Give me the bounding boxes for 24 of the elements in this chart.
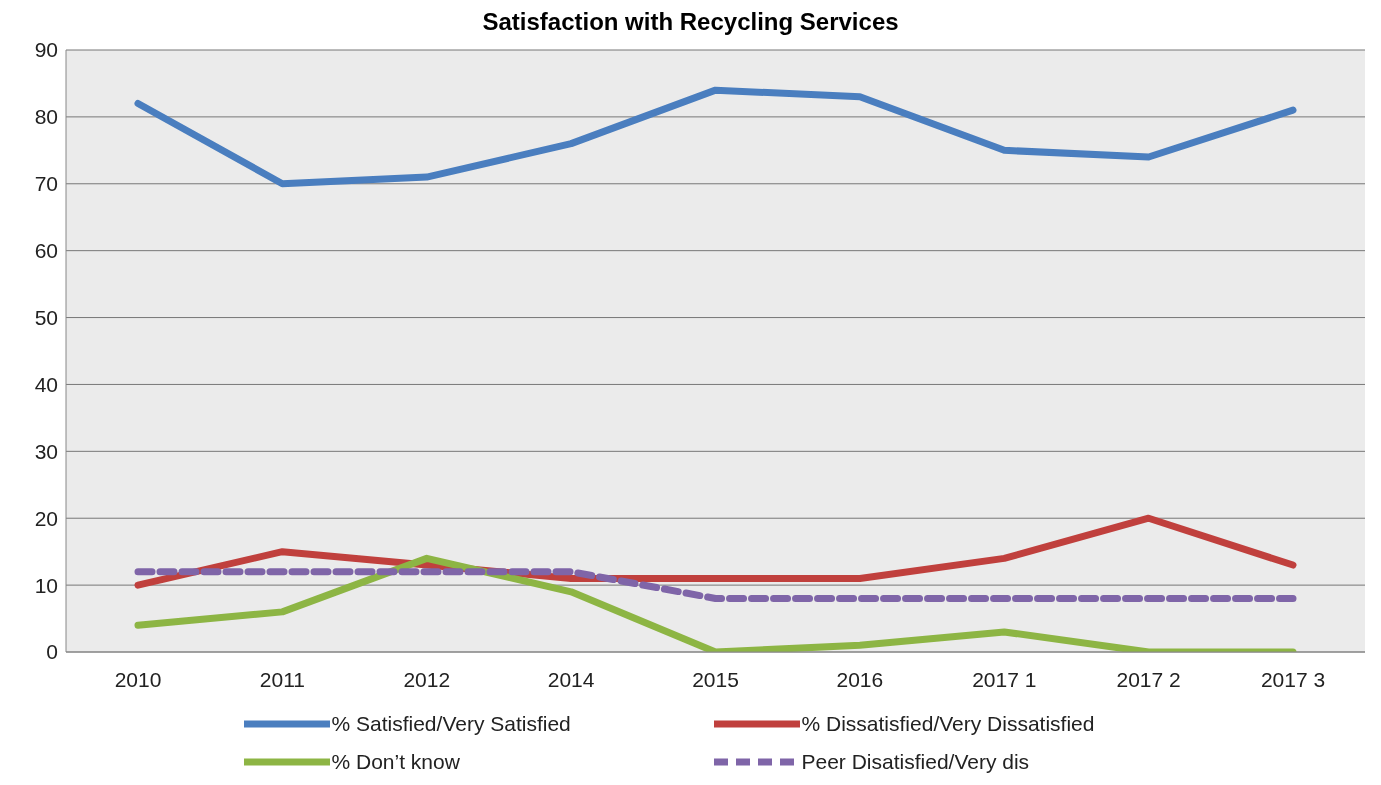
x-tick-label: 2017 3 — [1260, 667, 1326, 691]
y-tick-label: 70 — [34, 172, 58, 196]
y-tick-label: 80 — [34, 105, 58, 129]
y-tick-label: 10 — [34, 573, 58, 597]
x-tick-label: 2014 — [547, 667, 595, 691]
legend-label: % Don’t know — [331, 750, 460, 774]
x-tick-label: 2011 — [259, 667, 305, 691]
y-tick-label: 20 — [34, 506, 58, 530]
x-tick-label: 2010 — [114, 667, 162, 691]
y-tick-label: 0 — [46, 640, 58, 664]
x-tick-label: 2012 — [403, 667, 451, 691]
y-tick-label: 90 — [34, 38, 58, 62]
y-tick-label: 50 — [34, 306, 58, 330]
y-tick-label: 40 — [34, 372, 58, 396]
legend-label: Peer Disatisfied/Very dis — [801, 750, 1030, 774]
x-tick-label: 2017 1 — [972, 667, 1037, 691]
chart-title: Satisfaction with Recycling Services — [481, 8, 900, 36]
x-tick-label: 2015 — [692, 667, 739, 691]
legend-label: % Satisfied/Very Satisfied — [331, 712, 571, 736]
y-tick-label: 60 — [34, 239, 58, 263]
x-tick-label: 2016 — [836, 667, 884, 691]
legend-label: % Dissatisfied/Very Dissatisfied — [801, 712, 1095, 736]
x-tick-label: 2017 2 — [1116, 667, 1181, 691]
y-tick-label: 30 — [34, 439, 58, 463]
